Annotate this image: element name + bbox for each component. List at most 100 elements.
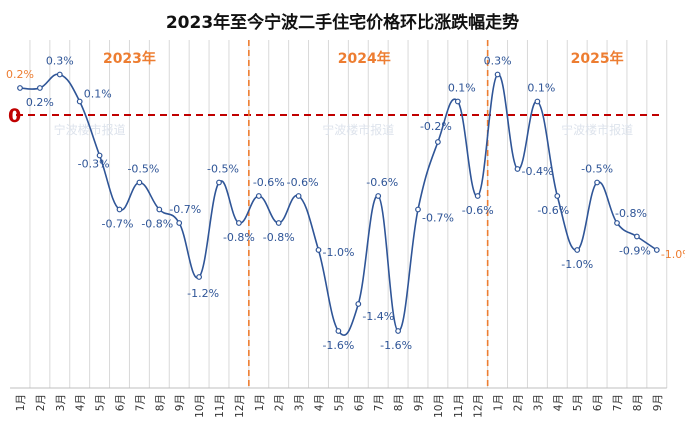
year-label: 2025年 <box>571 50 624 67</box>
data-label: -0.7% <box>422 212 454 225</box>
data-point <box>454 98 461 105</box>
zero-label: 0 <box>8 105 21 127</box>
data-point <box>255 193 262 199</box>
x-tick-label: 12月 <box>473 394 485 418</box>
x-tick-label: 11月 <box>453 394 465 418</box>
data-label: 0.1% <box>84 88 112 101</box>
data-point <box>653 247 660 253</box>
x-tick-label: 10月 <box>433 394 445 418</box>
data-point <box>355 301 362 307</box>
data-point <box>574 247 581 253</box>
x-tick-label: 11月 <box>214 394 226 418</box>
data-point <box>96 152 103 159</box>
data-point <box>17 85 23 91</box>
data-label: -1.0% <box>561 258 593 271</box>
data-point <box>176 220 183 226</box>
data-label: -0.7% <box>102 218 134 231</box>
data-label: -1.0% <box>661 248 685 261</box>
x-tick-label: 5月 <box>333 394 345 411</box>
x-tick-label: 4月 <box>552 394 564 411</box>
data-point <box>634 233 640 240</box>
x-tick-label: 9月 <box>652 394 664 411</box>
x-tick-label: 9月 <box>174 394 186 411</box>
data-point <box>594 179 600 186</box>
data-label: -1.6% <box>322 339 354 352</box>
data-point <box>216 179 222 186</box>
data-label: -0.2% <box>420 120 452 133</box>
x-tick-label: 3月 <box>294 394 306 411</box>
x-tick-label: 7月 <box>134 394 146 411</box>
data-label: -1.2% <box>187 287 219 300</box>
x-tick-label: 6月 <box>592 394 604 411</box>
data-label: 0.3% <box>484 55 512 68</box>
x-tick-label: 9月 <box>413 394 425 411</box>
data-label: 0.2% <box>6 68 34 81</box>
data-label: 0.1% <box>448 82 476 95</box>
data-point <box>315 247 322 253</box>
watermark-text: 宁波楼市报道 <box>322 122 394 137</box>
data-label: -0.6% <box>253 176 285 189</box>
data-point <box>156 206 163 213</box>
data-point <box>415 206 421 213</box>
x-tick-label: 1月 <box>254 394 266 411</box>
data-label: 0.2% <box>26 96 54 109</box>
x-tick-label: 1月 <box>15 394 27 411</box>
x-tick-label: 2月 <box>274 394 286 411</box>
data-label: -0.3% <box>78 158 110 171</box>
x-tick-label: 12月 <box>234 394 246 418</box>
data-point <box>136 179 143 186</box>
year-label: 2024年 <box>338 50 391 67</box>
data-point <box>435 139 441 145</box>
x-tick-label: 6月 <box>353 394 365 411</box>
x-tick-label: 8月 <box>632 394 644 411</box>
data-point <box>56 71 63 78</box>
data-label: -0.4% <box>522 165 554 178</box>
data-label: -0.6% <box>366 176 398 189</box>
data-label: -0.8% <box>615 207 647 220</box>
data-point <box>395 328 402 334</box>
watermark-text: 宁波楼市报道 <box>54 122 126 137</box>
data-point <box>514 166 521 172</box>
data-label: -1.0% <box>323 246 355 259</box>
x-tick-label: 4月 <box>314 394 326 411</box>
data-label: -0.5% <box>581 163 613 176</box>
data-label: -0.6% <box>537 204 569 217</box>
year-label: 2023年 <box>103 50 156 67</box>
chart-title: 2023年至今宁波二手住宅价格环比涨跌幅走势 <box>165 13 520 33</box>
x-tick-label: 8月 <box>154 394 166 411</box>
data-point <box>295 193 302 199</box>
data-point <box>196 274 203 280</box>
data-label: -0.9% <box>619 245 651 258</box>
data-label: -0.6% <box>287 176 319 189</box>
x-tick-label: 10月 <box>194 394 206 418</box>
data-point <box>116 206 123 213</box>
x-tick-label: 8月 <box>393 394 405 411</box>
data-label: -0.7% <box>169 203 201 216</box>
x-tick-label: 7月 <box>373 394 385 411</box>
data-label: 0.1% <box>527 82 555 95</box>
data-point <box>275 220 282 226</box>
data-label: -1.6% <box>380 339 412 352</box>
data-point <box>554 193 561 199</box>
data-label: -1.4% <box>362 310 394 323</box>
watermark-text: 宁波楼市报道 <box>561 122 633 137</box>
x-tick-label: 1月 <box>493 394 505 411</box>
x-tick-label: 3月 <box>532 394 544 411</box>
data-label: -0.5% <box>127 163 159 176</box>
data-label: -0.8% <box>141 218 173 231</box>
x-tick-label: 4月 <box>75 394 87 411</box>
data-point <box>614 220 620 226</box>
data-point <box>37 85 43 91</box>
data-point <box>494 71 501 78</box>
x-tick-label: 5月 <box>95 394 107 411</box>
data-label: -0.8% <box>223 231 255 244</box>
data-label: -0.6% <box>462 204 494 217</box>
x-tick-label: 2月 <box>35 394 47 411</box>
data-label: -0.5% <box>207 163 239 176</box>
data-point <box>474 193 481 199</box>
data-point <box>534 98 541 105</box>
x-tick-label: 5月 <box>572 394 584 411</box>
data-point <box>76 98 83 105</box>
